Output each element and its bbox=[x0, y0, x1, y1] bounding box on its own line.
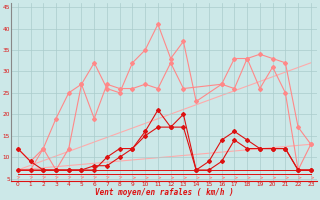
X-axis label: Vent moyen/en rafales ( km/h ): Vent moyen/en rafales ( km/h ) bbox=[95, 188, 234, 197]
